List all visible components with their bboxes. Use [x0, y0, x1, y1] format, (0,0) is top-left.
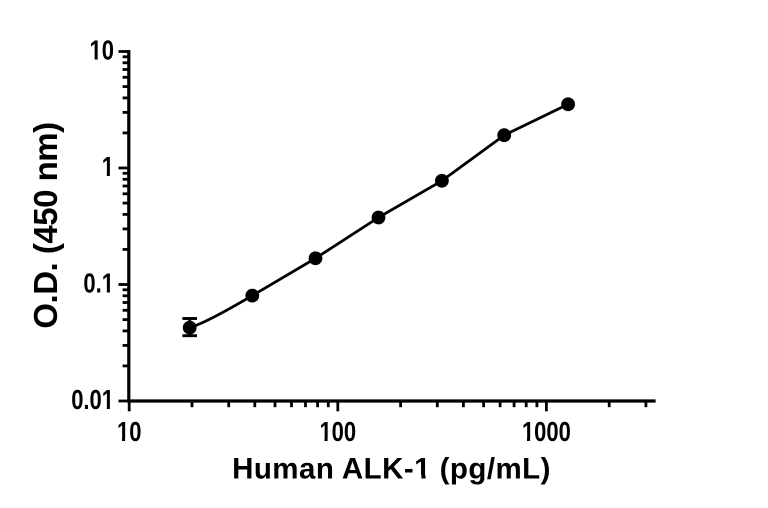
svg-text:10: 10 — [117, 417, 141, 448]
svg-text:100: 100 — [319, 417, 356, 448]
svg-text:10: 10 — [90, 35, 114, 66]
svg-text:0.01: 0.01 — [71, 385, 114, 416]
svg-text:0.1: 0.1 — [83, 268, 114, 299]
svg-text:Human ALK-1 (pg/mL): Human ALK-1 (pg/mL) — [232, 452, 551, 485]
svg-text:O.D. (450 nm): O.D. (450 nm) — [27, 122, 64, 328]
svg-text:1000: 1000 — [522, 417, 571, 448]
svg-text:1: 1 — [102, 152, 114, 183]
